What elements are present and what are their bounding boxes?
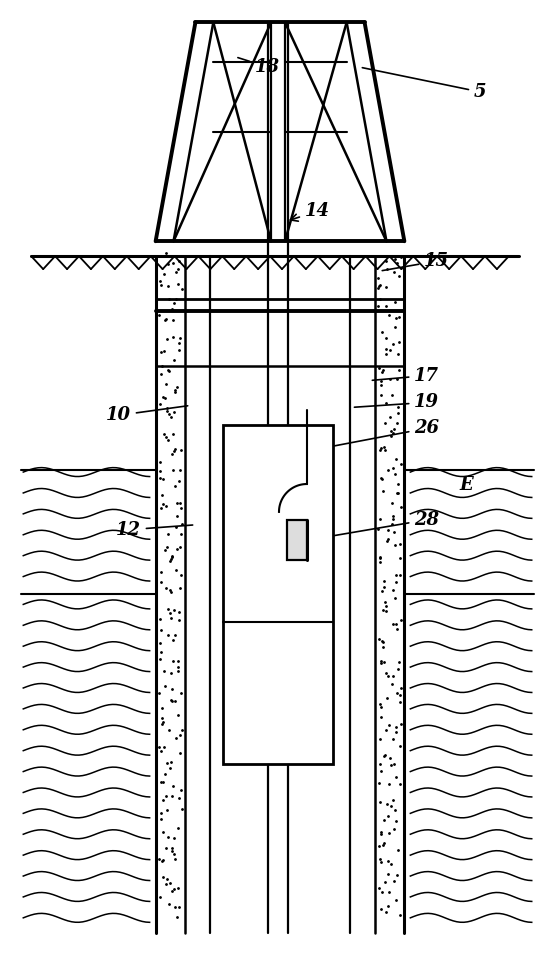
- Text: 28: 28: [312, 511, 439, 539]
- Bar: [223, 425, 333, 763]
- Text: 10: 10: [106, 406, 188, 424]
- Text: 26: 26: [315, 419, 439, 449]
- Text: 19: 19: [354, 393, 439, 411]
- Text: 5: 5: [362, 67, 486, 101]
- Text: 12: 12: [116, 521, 193, 539]
- Text: 15: 15: [382, 253, 449, 271]
- Text: E: E: [459, 476, 473, 494]
- Bar: [287, 520, 307, 560]
- Text: 14: 14: [290, 203, 330, 221]
- Text: 18: 18: [238, 58, 280, 76]
- Text: 17: 17: [372, 367, 439, 384]
